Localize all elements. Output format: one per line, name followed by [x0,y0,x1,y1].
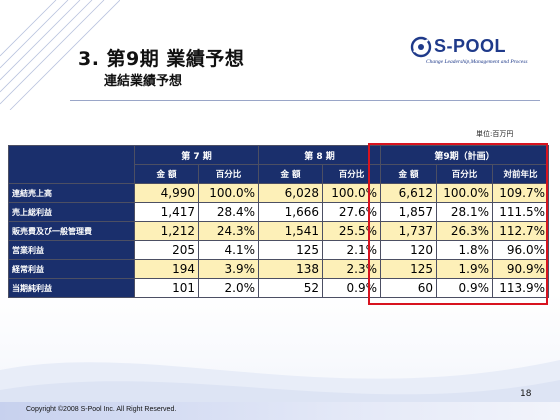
page-title: 3. 第9期 業績予想 [78,48,245,70]
cell-value: 125 [258,240,323,260]
cell-value: 0.9% [322,278,381,298]
cell-value: 2.1% [322,240,381,260]
cell-value: 26.3% [436,221,493,241]
subheader-amount: 金 額 [258,164,323,184]
cell-value: 1,212 [134,221,199,241]
header-group-row: 第 7 期 第 8 期 第9期（計画） [8,145,549,184]
cell-value: 28.4% [198,202,259,222]
table-row: 連結売上高 4,990 100.0% 6,028 100.0% 6,612 10… [8,183,549,203]
cell-value: 1,666 [258,202,323,222]
table-row: 営業利益 205 4.1% 125 2.1% 120 1.8% 96.0% [8,240,549,260]
forecast-table: 第 7 期 第 8 期 第9期（計画） 金 額 百分比 金 額 百分比 金 額 … [8,145,549,298]
cell-value: 6,028 [258,183,323,203]
cell-value: 1.9% [436,259,493,279]
logo-swirl-icon [410,36,432,58]
cell-value: 28.1% [436,202,493,222]
cell-value: 100.0% [436,183,493,203]
subheader-percent: 百分比 [436,164,493,184]
page-subtitle: 連結業績予想 [104,74,183,89]
logo-tagline: Change Leadership,Management and Process [426,59,528,65]
cell-value: 125 [380,259,437,279]
cell-value: 2.3% [322,259,381,279]
cell-value: 4,990 [134,183,199,203]
cell-value: 1,541 [258,221,323,241]
cell-value: 25.5% [322,221,381,241]
row-label: 販売費及び一般管理費 [8,221,135,241]
cell-value: 27.6% [322,202,381,222]
header-sub-row: 金 額 百分比 金 額 百分比 金 額 百分比 対前年比 [9,164,549,184]
cell-value: 120 [380,240,437,260]
copyright-notice: Copyright ©2008 S-Pool Inc. All Right Re… [26,406,177,413]
footer-bar [0,402,560,420]
subheader-yoy: 対前年比 [492,164,549,184]
subheader-percent: 百分比 [322,164,381,184]
cell-value: 109.7% [492,183,549,203]
corner-decoration [0,0,120,110]
cell-value: 24.3% [198,221,259,241]
cell-value: 96.0% [492,240,549,260]
cell-value: 1,857 [380,202,437,222]
logo-wordmark: S-POOL [434,36,507,56]
title-divider [70,100,540,101]
cell-value: 194 [134,259,199,279]
cell-value: 2.0% [198,278,259,298]
cell-value: 1,737 [380,221,437,241]
cell-value: 111.5% [492,202,549,222]
subheader-amount: 金 額 [380,164,437,184]
cell-value: 113.9% [492,278,549,298]
cell-value: 1.8% [436,240,493,260]
row-label: 連結売上高 [8,183,135,203]
cell-value: 0.9% [436,278,493,298]
cell-value: 138 [258,259,323,279]
header-corner [8,145,135,184]
table-row: 経常利益 194 3.9% 138 2.3% 125 1.9% 90.9% [8,259,549,279]
cell-value: 3.9% [198,259,259,279]
cell-value: 4.1% [198,240,259,260]
table-row: 販売費及び一般管理費 1,212 24.3% 1,541 25.5% 1,737… [8,221,549,241]
cell-value: 205 [134,240,199,260]
cell-value: 6,612 [380,183,437,203]
table-row: 当期純利益 101 2.0% 52 0.9% 60 0.9% 113.9% [8,278,549,298]
cell-value: 101 [134,278,199,298]
cell-value: 112.7% [492,221,549,241]
subheader-amount: 金 額 [134,164,199,184]
header-period-8: 第 8 期 [258,145,381,165]
unit-label: 単位:百万円 [476,130,514,138]
subheader-percent: 百分比 [198,164,259,184]
cell-value: 60 [380,278,437,298]
header-period-7: 第 7 期 [134,145,259,165]
header-period-9-plan: 第9期（計画） [380,145,549,165]
row-label: 売上総利益 [8,202,135,222]
cell-value: 52 [258,278,323,298]
page-number: 18 [520,389,532,399]
cell-value: 1,417 [134,202,199,222]
row-label: 当期純利益 [8,278,135,298]
cell-value: 100.0% [198,183,259,203]
cell-value: 100.0% [322,183,381,203]
company-logo: S-POOL Change Leadership,Management and … [410,34,540,70]
row-label: 経常利益 [8,259,135,279]
row-label: 営業利益 [8,240,135,260]
table-row: 売上総利益 1,417 28.4% 1,666 27.6% 1,857 28.1… [8,202,549,222]
cell-value: 90.9% [492,259,549,279]
